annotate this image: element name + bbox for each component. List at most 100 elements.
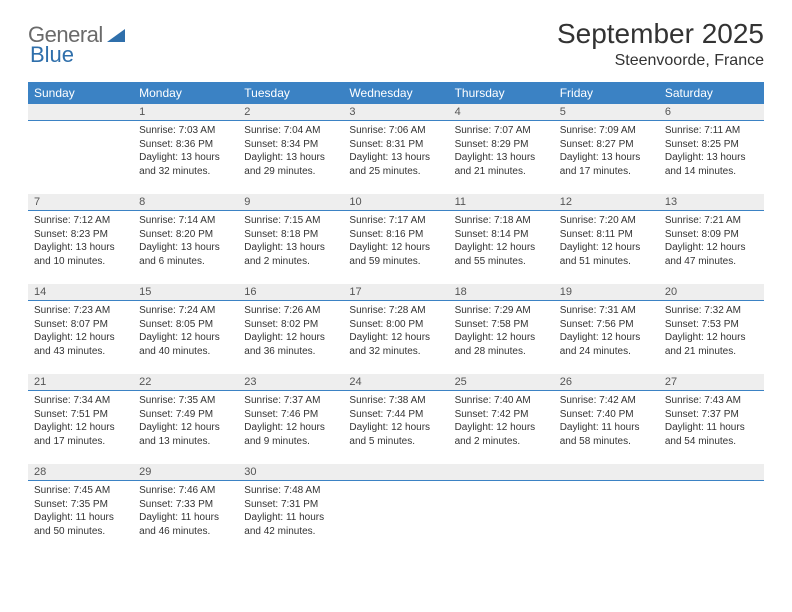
day-number: 24: [343, 374, 448, 391]
day-number: 21: [28, 374, 133, 391]
day-details: Sunrise: 7:20 AMSunset: 8:11 PMDaylight:…: [554, 211, 659, 272]
daylight-line: Daylight: 13 hours and 14 minutes.: [665, 151, 758, 178]
sunrise-line: Sunrise: 7:46 AM: [139, 484, 232, 498]
month-title: September 2025: [557, 18, 764, 50]
sunset-line: Sunset: 7:31 PM: [244, 498, 337, 512]
calendar-cell: 12Sunrise: 7:20 AMSunset: 8:11 PMDayligh…: [554, 194, 659, 284]
brand-triangle-icon: [107, 26, 125, 47]
day-number: 11: [449, 194, 554, 211]
calendar-cell: 16Sunrise: 7:26 AMSunset: 8:02 PMDayligh…: [238, 284, 343, 374]
day-details: Sunrise: 7:28 AMSunset: 8:00 PMDaylight:…: [343, 301, 448, 362]
daylight-line: Daylight: 12 hours and 36 minutes.: [244, 331, 337, 358]
sunrise-line: Sunrise: 7:26 AM: [244, 304, 337, 318]
day-details: Sunrise: 7:14 AMSunset: 8:20 PMDaylight:…: [133, 211, 238, 272]
sunset-line: Sunset: 8:02 PM: [244, 318, 337, 332]
calendar-cell: 29Sunrise: 7:46 AMSunset: 7:33 PMDayligh…: [133, 464, 238, 550]
daylight-line: Daylight: 13 hours and 10 minutes.: [34, 241, 127, 268]
calendar-cell: 13Sunrise: 7:21 AMSunset: 8:09 PMDayligh…: [659, 194, 764, 284]
sunset-line: Sunset: 8:07 PM: [34, 318, 127, 332]
day-number: 25: [449, 374, 554, 391]
daylight-line: Daylight: 13 hours and 29 minutes.: [244, 151, 337, 178]
calendar-cell: 17Sunrise: 7:28 AMSunset: 8:00 PMDayligh…: [343, 284, 448, 374]
sunrise-line: Sunrise: 7:43 AM: [665, 394, 758, 408]
sunset-line: Sunset: 8:25 PM: [665, 138, 758, 152]
calendar-body: 1Sunrise: 7:03 AMSunset: 8:36 PMDaylight…: [28, 104, 764, 550]
sunrise-line: Sunrise: 7:34 AM: [34, 394, 127, 408]
calendar-cell: 3Sunrise: 7:06 AMSunset: 8:31 PMDaylight…: [343, 104, 448, 194]
sunset-line: Sunset: 8:20 PM: [139, 228, 232, 242]
sunset-line: Sunset: 8:14 PM: [455, 228, 548, 242]
day-details: Sunrise: 7:31 AMSunset: 7:56 PMDaylight:…: [554, 301, 659, 362]
sunset-line: Sunset: 7:53 PM: [665, 318, 758, 332]
calendar-cell: 28Sunrise: 7:45 AMSunset: 7:35 PMDayligh…: [28, 464, 133, 550]
daylight-line: Daylight: 12 hours and 9 minutes.: [244, 421, 337, 448]
sunrise-line: Sunrise: 7:38 AM: [349, 394, 442, 408]
sunset-line: Sunset: 8:00 PM: [349, 318, 442, 332]
calendar-cell: 21Sunrise: 7:34 AMSunset: 7:51 PMDayligh…: [28, 374, 133, 464]
sunset-line: Sunset: 7:33 PM: [139, 498, 232, 512]
day-details: Sunrise: 7:03 AMSunset: 8:36 PMDaylight:…: [133, 121, 238, 182]
sunrise-line: Sunrise: 7:45 AM: [34, 484, 127, 498]
sunrise-line: Sunrise: 7:14 AM: [139, 214, 232, 228]
sunset-line: Sunset: 8:29 PM: [455, 138, 548, 152]
day-number: 29: [133, 464, 238, 481]
sunrise-line: Sunrise: 7:03 AM: [139, 124, 232, 138]
page-header: General September 2025 Steenvoorde, Fran…: [28, 18, 764, 70]
day-details: Sunrise: 7:12 AMSunset: 8:23 PMDaylight:…: [28, 211, 133, 272]
sunrise-line: Sunrise: 7:20 AM: [560, 214, 653, 228]
day-details: Sunrise: 7:35 AMSunset: 7:49 PMDaylight:…: [133, 391, 238, 452]
daylight-line: Daylight: 13 hours and 2 minutes.: [244, 241, 337, 268]
day-number: 18: [449, 284, 554, 301]
title-block: September 2025 Steenvoorde, France: [557, 18, 764, 70]
sunrise-line: Sunrise: 7:18 AM: [455, 214, 548, 228]
weekday-wednesday: Wednesday: [343, 82, 448, 104]
day-details: Sunrise: 7:42 AMSunset: 7:40 PMDaylight:…: [554, 391, 659, 452]
daylight-line: Daylight: 12 hours and 17 minutes.: [34, 421, 127, 448]
day-details: Sunrise: 7:29 AMSunset: 7:58 PMDaylight:…: [449, 301, 554, 362]
sunrise-line: Sunrise: 7:37 AM: [244, 394, 337, 408]
sunset-line: Sunset: 7:58 PM: [455, 318, 548, 332]
day-number: 6: [659, 104, 764, 121]
calendar-cell: 4Sunrise: 7:07 AMSunset: 8:29 PMDaylight…: [449, 104, 554, 194]
calendar-week-row: 1Sunrise: 7:03 AMSunset: 8:36 PMDaylight…: [28, 104, 764, 194]
day-details: Sunrise: 7:38 AMSunset: 7:44 PMDaylight:…: [343, 391, 448, 452]
calendar-cell: 9Sunrise: 7:15 AMSunset: 8:18 PMDaylight…: [238, 194, 343, 284]
daylight-line: Daylight: 11 hours and 50 minutes.: [34, 511, 127, 538]
weekday-monday: Monday: [133, 82, 238, 104]
day-number-empty: [343, 464, 448, 481]
day-number: 27: [659, 374, 764, 391]
sunset-line: Sunset: 8:31 PM: [349, 138, 442, 152]
calendar-cell: 30Sunrise: 7:48 AMSunset: 7:31 PMDayligh…: [238, 464, 343, 550]
sunset-line: Sunset: 8:34 PM: [244, 138, 337, 152]
weekday-header-row: Sunday Monday Tuesday Wednesday Thursday…: [28, 82, 764, 104]
daylight-line: Daylight: 13 hours and 32 minutes.: [139, 151, 232, 178]
sunset-line: Sunset: 7:35 PM: [34, 498, 127, 512]
weekday-sunday: Sunday: [28, 82, 133, 104]
day-details: Sunrise: 7:17 AMSunset: 8:16 PMDaylight:…: [343, 211, 448, 272]
day-number: 2: [238, 104, 343, 121]
sunset-line: Sunset: 8:16 PM: [349, 228, 442, 242]
day-details: Sunrise: 7:43 AMSunset: 7:37 PMDaylight:…: [659, 391, 764, 452]
day-number: 13: [659, 194, 764, 211]
day-details: Sunrise: 7:48 AMSunset: 7:31 PMDaylight:…: [238, 481, 343, 542]
daylight-line: Daylight: 12 hours and 43 minutes.: [34, 331, 127, 358]
sunrise-line: Sunrise: 7:15 AM: [244, 214, 337, 228]
sunrise-line: Sunrise: 7:29 AM: [455, 304, 548, 318]
day-details: Sunrise: 7:06 AMSunset: 8:31 PMDaylight:…: [343, 121, 448, 182]
daylight-line: Daylight: 12 hours and 21 minutes.: [665, 331, 758, 358]
calendar-page: General September 2025 Steenvoorde, Fran…: [0, 0, 792, 560]
day-number-empty: [554, 464, 659, 481]
day-number: 3: [343, 104, 448, 121]
day-number: 7: [28, 194, 133, 211]
day-number: 1: [133, 104, 238, 121]
calendar-cell: 18Sunrise: 7:29 AMSunset: 7:58 PMDayligh…: [449, 284, 554, 374]
daylight-line: Daylight: 13 hours and 25 minutes.: [349, 151, 442, 178]
day-details: Sunrise: 7:40 AMSunset: 7:42 PMDaylight:…: [449, 391, 554, 452]
calendar-cell: [343, 464, 448, 550]
day-details: Sunrise: 7:32 AMSunset: 7:53 PMDaylight:…: [659, 301, 764, 362]
daylight-line: Daylight: 12 hours and 13 minutes.: [139, 421, 232, 448]
sunset-line: Sunset: 7:44 PM: [349, 408, 442, 422]
sunrise-line: Sunrise: 7:07 AM: [455, 124, 548, 138]
day-details: Sunrise: 7:11 AMSunset: 8:25 PMDaylight:…: [659, 121, 764, 182]
day-details: Sunrise: 7:09 AMSunset: 8:27 PMDaylight:…: [554, 121, 659, 182]
